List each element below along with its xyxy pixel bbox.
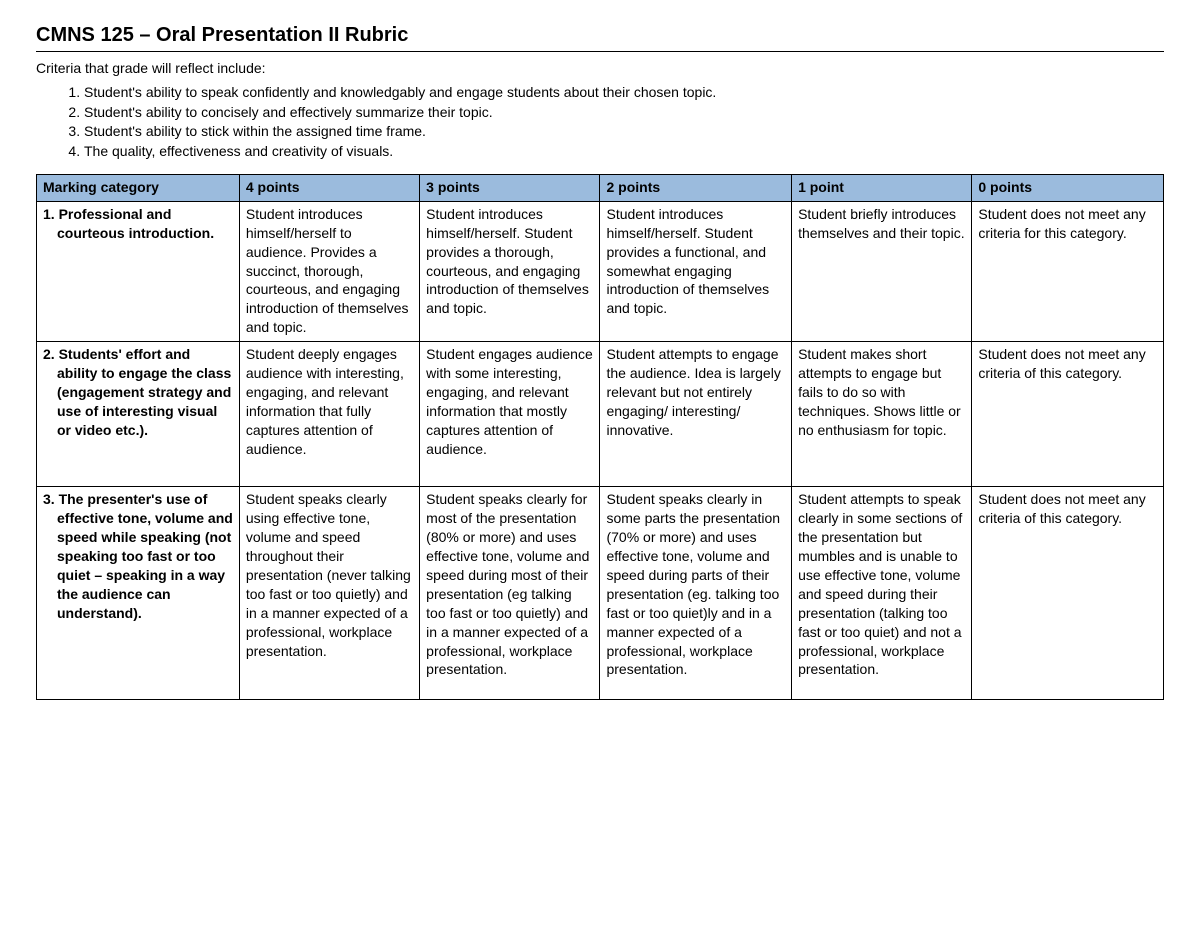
cell-4pts: Student speaks clearly using effective t… [239, 487, 419, 700]
cell-0pts: Student does not meet any criteria for t… [972, 201, 1164, 341]
category-cell: 1. Professional and courteous introducti… [37, 201, 240, 341]
cell-3pts: Student speaks clearly for most of the p… [420, 487, 600, 700]
col-header-4pts: 4 points [239, 175, 419, 202]
category-text: 3. The presenter's use of effective tone… [43, 490, 233, 622]
cell-4pts: Student introduces himself/herself to au… [239, 201, 419, 341]
list-item: Student's ability to stick within the as… [84, 123, 1164, 141]
cell-1pt: Student attempts to speak clearly in som… [792, 487, 972, 700]
criteria-list: Student's ability to speak confidently a… [36, 84, 1164, 160]
page-title: CMNS 125 – Oral Presentation II Rubric [36, 24, 1164, 47]
cell-1pt: Student makes short attempts to engage b… [792, 342, 972, 487]
list-item: Student's ability to speak confidently a… [84, 84, 1164, 102]
cell-0pts: Student does not meet any criteria of th… [972, 342, 1164, 487]
rubric-table: Marking category 4 points 3 points 2 poi… [36, 174, 1164, 700]
category-text: 2. Students' effort and ability to engag… [43, 345, 233, 439]
title-divider [36, 51, 1164, 52]
cell-3pts: Student engages audience with some inter… [420, 342, 600, 487]
col-header-1pt: 1 point [792, 175, 972, 202]
col-header-2pts: 2 points [600, 175, 792, 202]
table-header-row: Marking category 4 points 3 points 2 poi… [37, 175, 1164, 202]
category-text: 1. Professional and courteous introducti… [43, 205, 233, 243]
col-header-3pts: 3 points [420, 175, 600, 202]
col-header-0pts: 0 points [972, 175, 1164, 202]
cell-2pts: Student introduces himself/herself. Stud… [600, 201, 792, 341]
table-row: 2. Students' effort and ability to engag… [37, 342, 1164, 487]
cell-0pts: Student does not meet any criteria of th… [972, 487, 1164, 700]
cell-3pts: Student introduces himself/herself. Stud… [420, 201, 600, 341]
cell-1pt: Student briefly introduces themselves an… [792, 201, 972, 341]
cell-2pts: Student attempts to engage the audience.… [600, 342, 792, 487]
list-item: The quality, effectiveness and creativit… [84, 143, 1164, 161]
intro-text: Criteria that grade will reflect include… [36, 60, 1164, 76]
list-item: Student's ability to concisely and effec… [84, 104, 1164, 122]
table-row: 1. Professional and courteous introducti… [37, 201, 1164, 341]
cell-4pts: Student deeply engages audience with int… [239, 342, 419, 487]
table-row: 3. The presenter's use of effective tone… [37, 487, 1164, 700]
col-header-category: Marking category [37, 175, 240, 202]
category-cell: 3. The presenter's use of effective tone… [37, 487, 240, 700]
page: CMNS 125 – Oral Presentation II Rubric C… [0, 0, 1200, 927]
cell-2pts: Student speaks clearly in some parts the… [600, 487, 792, 700]
category-cell: 2. Students' effort and ability to engag… [37, 342, 240, 487]
